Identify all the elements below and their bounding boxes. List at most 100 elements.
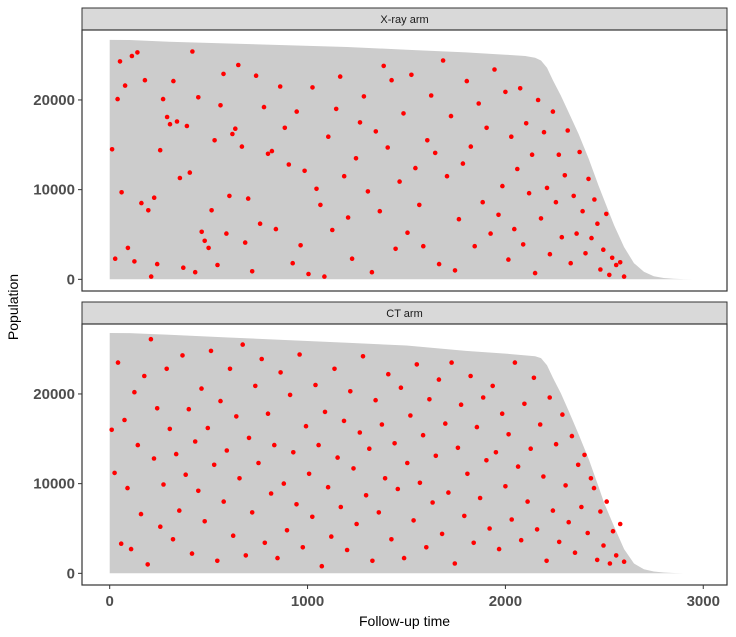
data-point [541,474,546,479]
data-point [455,445,461,451]
data-point [575,462,581,468]
data-point [477,495,483,501]
data-point [472,243,478,249]
data-point [310,514,315,520]
data-point [230,131,235,137]
data-point [377,208,383,214]
data-point [496,212,501,218]
data-point [538,216,544,221]
data-point [526,190,532,196]
data-point [187,170,193,175]
data-point [146,208,151,213]
data-point [515,166,520,172]
data-point [464,78,470,84]
data-point [242,240,248,245]
data-point [493,450,499,455]
data-point [529,152,535,157]
data-point [335,455,340,460]
data-point [476,101,482,106]
y-tick-label: 0 [67,565,75,582]
data-point [474,424,480,430]
data-point [621,559,627,564]
data-point [617,260,623,265]
data-point [174,119,180,124]
population-area [109,333,700,574]
data-point [436,377,442,382]
data-point [151,456,157,461]
data-point [444,173,450,179]
data-point [401,555,407,561]
data-point [522,401,527,407]
data-point [286,162,292,167]
panel-border [81,323,728,586]
data-point [569,433,575,439]
data-point [221,71,226,77]
data-point [272,442,277,448]
data-point [460,161,466,166]
data-point [572,550,578,555]
panel-ct: CT arm 0 10000 20000 [33,301,728,586]
data-point [563,483,568,488]
data-point [145,562,150,567]
data-point [306,471,312,477]
data-point [109,147,115,152]
data-point [566,519,571,525]
data-point [397,179,402,184]
x-tick-label: 2000 [489,593,522,610]
data-point [170,537,176,542]
x-axis-title: Follow-up time [359,613,450,629]
data-point [480,395,486,400]
data-point [433,453,439,459]
data-point [414,362,420,367]
data-point [452,561,458,566]
data-point [129,53,135,59]
data-point [432,150,438,156]
data-point [256,460,261,466]
data-point [353,156,359,161]
data-point [601,543,606,548]
data-point [381,63,387,69]
data-point [205,425,211,431]
data-point [184,123,190,129]
data-point [224,448,230,453]
y-tick-label: 0 [67,271,75,288]
y-tick-label: 20000 [33,386,75,403]
data-point [180,353,185,358]
data-point [297,352,302,357]
data-point [607,561,613,566]
data-point [537,422,543,427]
data-point [227,193,232,199]
data-point [326,134,331,139]
data-point [427,397,432,402]
data-point [310,85,315,90]
data-point [582,452,587,458]
data-point [154,261,160,267]
data-point [273,226,279,232]
data-point [500,183,505,189]
data-point [161,482,166,487]
data-point [610,528,616,534]
data-point [337,74,343,79]
data-point [425,138,430,143]
data-point [503,484,508,489]
data-point [115,360,121,365]
data-point [586,176,591,182]
data-point [142,373,147,379]
data-point [167,426,173,432]
data-point [376,510,382,515]
data-point [249,269,255,274]
data-point [196,95,201,100]
data-point [171,78,176,84]
data-point [202,519,207,524]
data-point [332,366,337,372]
data-point [613,262,619,268]
data-point [345,215,351,220]
data-point [439,531,445,537]
data-point [386,371,391,377]
data-point [509,517,514,522]
data-point [192,439,198,444]
data-point [122,83,128,88]
data-point [322,274,327,279]
data-point [330,227,335,233]
data-point [598,509,603,514]
